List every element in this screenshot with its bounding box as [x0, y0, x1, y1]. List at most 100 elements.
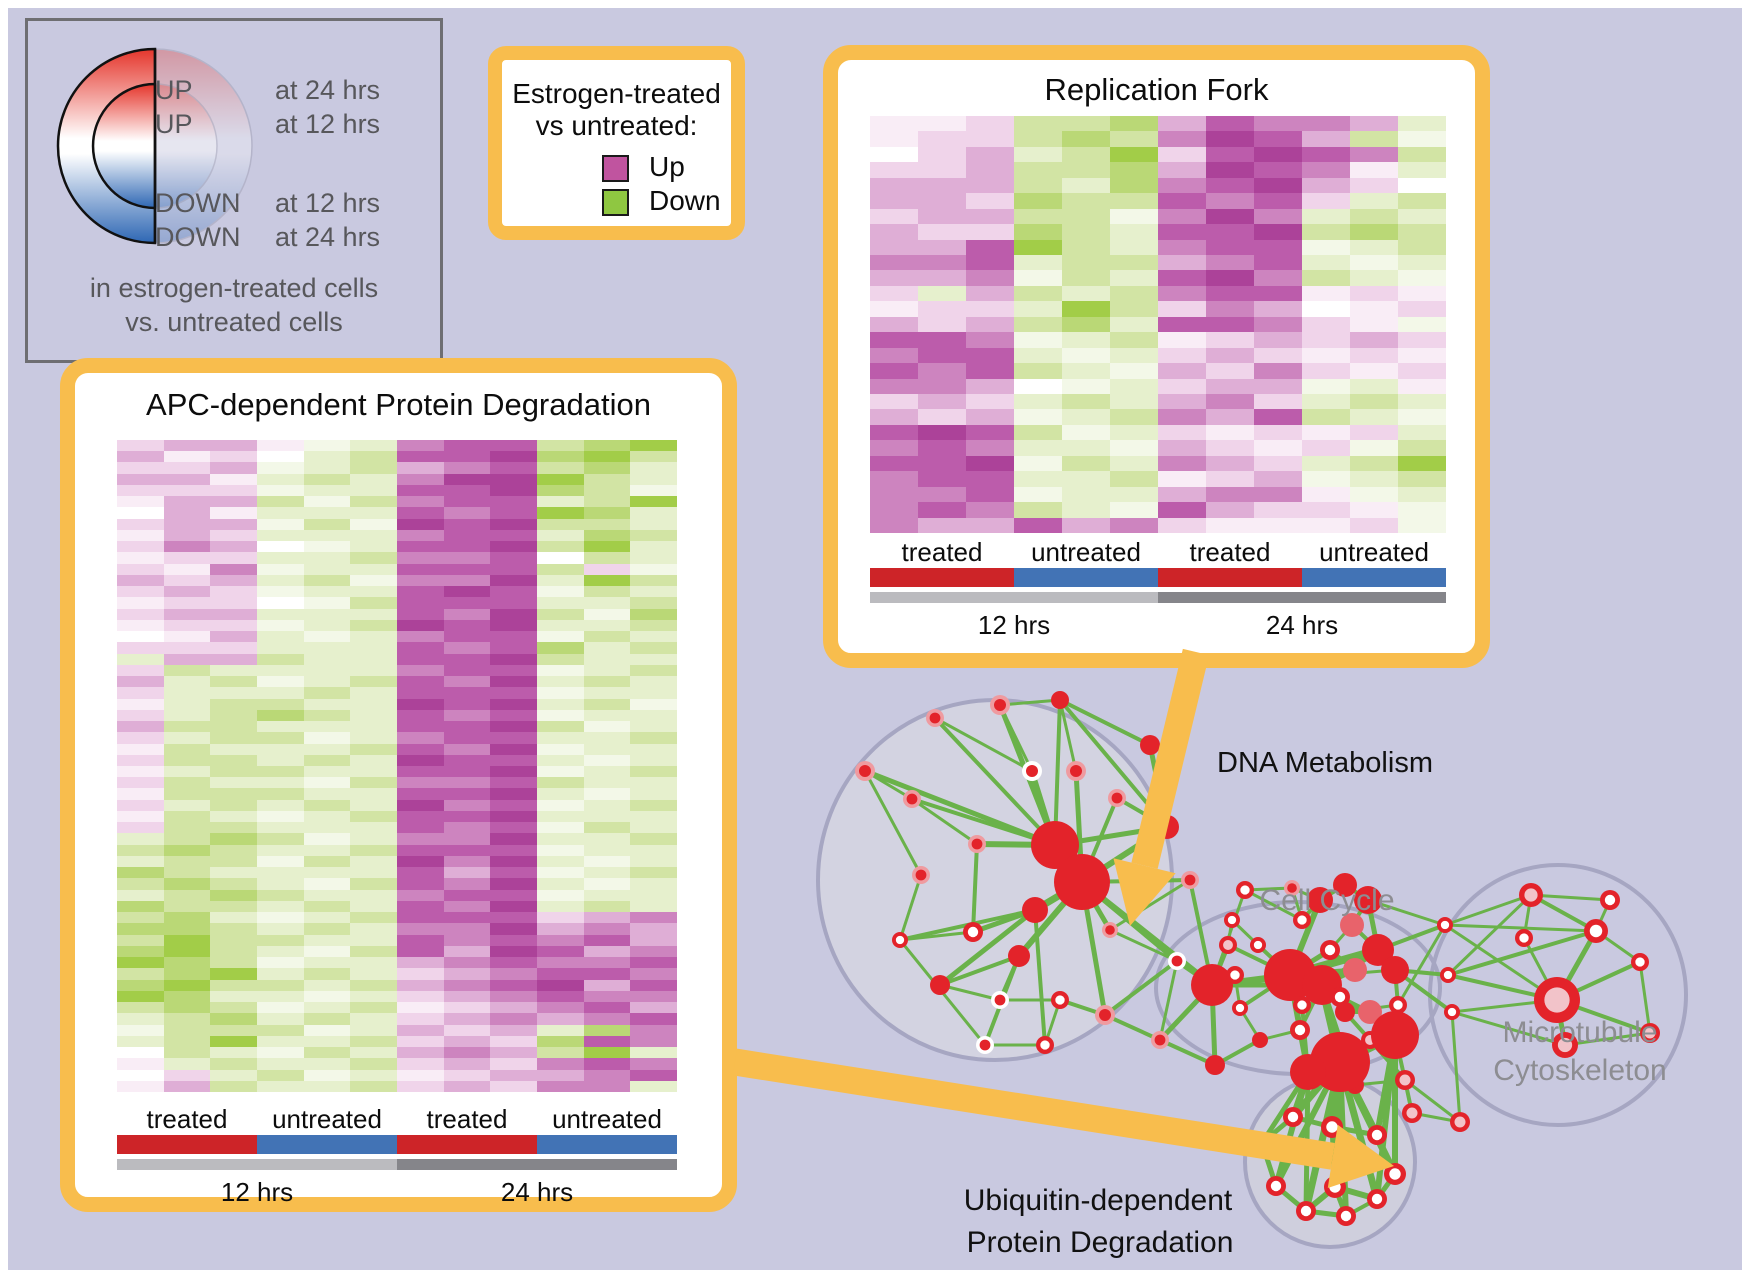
heatmap-cell: [537, 496, 584, 508]
heatmap-cell: [918, 131, 966, 147]
heatmap-cell: [443, 473, 491, 485]
heatmap-cell: [397, 754, 444, 766]
heatmap-cell: [1254, 424, 1302, 441]
heatmap-cell: [490, 721, 537, 733]
heatmap-cell: [966, 517, 1014, 533]
heatmap-cell: [1398, 316, 1446, 333]
heatmap-cell: [443, 507, 491, 519]
heatmap-cell: [117, 619, 164, 632]
heatmap-cell: [1158, 177, 1206, 194]
heatmap-cell: [117, 653, 164, 665]
heatmap-cell: [443, 586, 491, 598]
heatmap-cell: [537, 1002, 584, 1014]
heatmap-cell: [630, 518, 677, 530]
heatmap-cell: [350, 721, 397, 733]
heatmap-cell: [117, 709, 164, 722]
heatmap-cell: [490, 484, 537, 497]
heatmap-cell: [303, 822, 351, 834]
heatmap-cell: [210, 1047, 257, 1059]
heatmap-cell: [1398, 224, 1446, 240]
heatmap-cell: [1206, 224, 1254, 240]
heatmap-cell: [210, 473, 257, 485]
heatmap-cell: [1158, 486, 1206, 503]
heatmap-cell: [117, 642, 164, 654]
treated-bar: [397, 1135, 537, 1154]
heatmap-cell: [630, 473, 677, 485]
heatmap-cell: [257, 777, 304, 789]
heatmap-cell: [163, 552, 211, 564]
heatmap-cell: [918, 440, 966, 456]
heatmap-cell: [1350, 270, 1398, 286]
heatmap-cell: [490, 990, 537, 1003]
heatmap-cell: [397, 664, 444, 677]
heatmap-cell: [443, 698, 491, 710]
heatmap-cell: [163, 1024, 211, 1036]
heatmap-cell: [303, 923, 351, 935]
heatmap-cell: [303, 1013, 351, 1025]
heatmap-cell: [117, 440, 164, 452]
heatmap-cell: [490, 1069, 537, 1081]
heatmap-cell: [257, 563, 304, 575]
heatmap-cell: [117, 664, 164, 677]
heatmap-cell: [966, 177, 1014, 194]
heatmap-cell: [1206, 486, 1254, 503]
heatmap-cell: [1110, 270, 1158, 286]
updown-row-dir: UP: [155, 75, 193, 105]
heatmap-cell: [918, 332, 966, 348]
heatmap-cell: [1014, 224, 1062, 240]
heatmap-cell: [117, 754, 164, 766]
heatmap-cell: [350, 451, 397, 463]
heatmap-cell: [163, 799, 211, 811]
heatmap-cell: [350, 788, 397, 800]
heatmap-cell: [163, 867, 211, 879]
heatmap-cell: [537, 563, 584, 575]
heatmap-cell: [630, 1058, 677, 1070]
heatmap-cell: [630, 563, 677, 575]
heatmap-cell: [537, 923, 584, 935]
heatmap-cell: [1206, 363, 1254, 379]
heatmap-cell: [397, 1047, 444, 1059]
heatmap-cell: [1014, 502, 1062, 518]
heatmap-cell: [583, 867, 631, 879]
heatmap-cell: [303, 664, 351, 677]
heatmap-cell: [303, 451, 351, 463]
heatmap-cell: [1350, 208, 1398, 225]
heatmap-cell: [350, 957, 397, 969]
heatmap-cell: [117, 518, 164, 530]
heatmap-cell: [1014, 208, 1062, 225]
heatmap-cell: [350, 462, 397, 474]
heatmap-cell: [630, 833, 677, 845]
time-label: 24 hrs: [1265, 610, 1339, 640]
heatmap-cell: [1206, 177, 1254, 194]
heatmap-cell: [490, 1047, 537, 1059]
heatmap-cell: [117, 743, 164, 755]
heatmap-cell: [303, 766, 351, 778]
heatmap-cell: [490, 934, 537, 946]
heatmap-cell: [443, 990, 491, 1003]
heatmap-cell: [350, 574, 397, 587]
heatmap-cell: [257, 1047, 304, 1059]
heatmap-cell: [918, 116, 966, 132]
heatmap-cell: [583, 631, 631, 643]
heatmap-cell: [1062, 471, 1110, 487]
heatmap-cell: [490, 642, 537, 654]
heatmap-cell: [117, 721, 164, 733]
heatmap-cell: [210, 1024, 257, 1036]
heatmap-cell: [1254, 471, 1302, 487]
heatmap-cell: [918, 517, 966, 533]
heatmap-cell: [918, 285, 966, 302]
heatmap-cell: [350, 1080, 397, 1092]
heatmap-cell: [1350, 455, 1398, 472]
heatmap-cell: [1302, 116, 1350, 132]
heatmap-cell: [1014, 116, 1062, 132]
heatmap-cell: [630, 878, 677, 890]
heatmap-cell: [303, 687, 351, 699]
heatmap-cell: [918, 455, 966, 472]
heatmap-cell: [1110, 255, 1158, 271]
heatmap-cell: [117, 810, 164, 823]
heatmap-cell: [257, 676, 304, 688]
heatmap-cell: [163, 743, 211, 755]
heatmap-cell: [350, 968, 397, 980]
heatmap-cell: [630, 484, 677, 497]
heatmap-cell: [1350, 347, 1398, 364]
